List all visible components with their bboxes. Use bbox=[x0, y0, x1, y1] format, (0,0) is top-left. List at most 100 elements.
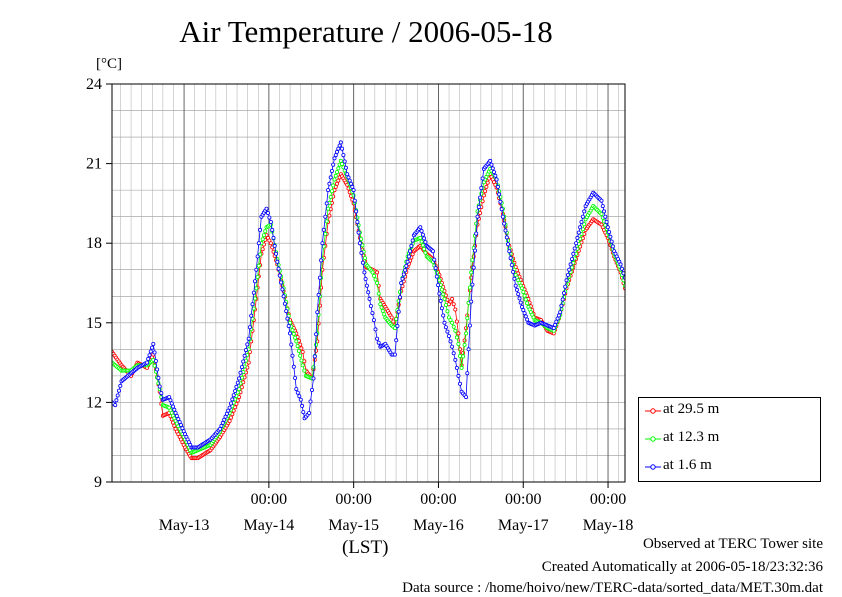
data-point bbox=[362, 256, 367, 261]
data-point bbox=[454, 365, 459, 370]
data-point bbox=[371, 318, 376, 323]
data-point bbox=[396, 309, 401, 314]
data-point bbox=[408, 249, 413, 254]
created-timestamp: Created Automatically at 2006-05-18/23:3… bbox=[541, 559, 823, 575]
data-point bbox=[298, 353, 303, 358]
data-point bbox=[302, 368, 307, 373]
data-point bbox=[346, 175, 351, 180]
data-point bbox=[405, 259, 410, 264]
x-time-label: 00:00 bbox=[251, 491, 287, 508]
data-point bbox=[523, 297, 528, 302]
legend-label-12-3m: at 12.3 m bbox=[663, 429, 720, 445]
data-point bbox=[168, 398, 173, 403]
data-point bbox=[478, 195, 483, 200]
data-point bbox=[341, 153, 346, 158]
data-point bbox=[437, 278, 442, 283]
data-point bbox=[373, 277, 378, 282]
data-point bbox=[230, 397, 235, 402]
data-point bbox=[334, 170, 339, 175]
data-point bbox=[420, 243, 425, 248]
data-point bbox=[580, 227, 585, 232]
data-point bbox=[457, 381, 462, 386]
data-point bbox=[442, 296, 447, 301]
data-point bbox=[372, 273, 377, 278]
data-point bbox=[516, 292, 521, 297]
data-point bbox=[603, 223, 608, 228]
data-point bbox=[285, 316, 290, 321]
data-point bbox=[401, 272, 406, 277]
data-point bbox=[521, 289, 526, 294]
data-point bbox=[356, 230, 361, 235]
data-point bbox=[279, 280, 284, 285]
data-point bbox=[300, 363, 305, 368]
legend: at 29.5 m at 12.3 m at 1.6 m bbox=[638, 397, 821, 482]
data-point bbox=[249, 313, 254, 318]
data-point bbox=[357, 241, 362, 246]
data-point bbox=[382, 312, 387, 317]
data-point bbox=[250, 302, 255, 307]
data-point bbox=[323, 214, 328, 219]
data-point bbox=[333, 153, 338, 158]
y-tick-label: 9 bbox=[94, 474, 102, 491]
series-12-3m bbox=[112, 158, 625, 455]
data-point bbox=[469, 270, 474, 275]
data-point bbox=[443, 325, 448, 330]
data-point bbox=[520, 304, 525, 309]
series-1-6m bbox=[112, 140, 625, 450]
data-point bbox=[338, 140, 343, 145]
data-point bbox=[567, 267, 572, 272]
plot-frame bbox=[111, 83, 626, 483]
data-point bbox=[469, 299, 474, 304]
data-point bbox=[368, 303, 373, 308]
data-point bbox=[462, 342, 467, 347]
data-point bbox=[582, 209, 587, 214]
data-point bbox=[450, 296, 455, 301]
data-point bbox=[276, 266, 281, 271]
data-point bbox=[406, 254, 411, 259]
legend-item-12-3m: at 12.3 m bbox=[639, 428, 819, 448]
data-point bbox=[446, 334, 451, 339]
y-tick-label: 15 bbox=[86, 315, 102, 332]
data-point bbox=[366, 290, 371, 295]
data-point bbox=[418, 235, 423, 240]
data-point bbox=[376, 340, 381, 345]
data-point bbox=[239, 365, 244, 370]
data-point bbox=[321, 244, 326, 249]
data-point bbox=[328, 175, 333, 180]
data-point bbox=[255, 254, 260, 259]
data-point bbox=[251, 290, 256, 295]
data-point bbox=[579, 219, 584, 224]
data-point bbox=[300, 349, 305, 354]
data-point bbox=[331, 162, 336, 167]
data-point bbox=[559, 303, 564, 308]
legend-swatch-12-3m bbox=[645, 436, 661, 442]
data-point bbox=[485, 180, 490, 185]
data-point bbox=[362, 270, 367, 275]
data-point bbox=[317, 275, 322, 280]
data-point bbox=[420, 232, 425, 237]
data-point bbox=[316, 292, 321, 297]
data-point bbox=[172, 407, 177, 412]
data-point bbox=[397, 295, 402, 300]
data-point bbox=[511, 269, 516, 274]
data-point bbox=[267, 215, 272, 220]
data-point bbox=[294, 339, 299, 344]
data-point bbox=[457, 353, 462, 358]
data-point bbox=[242, 353, 247, 358]
data-point bbox=[509, 262, 514, 267]
data-point bbox=[326, 206, 331, 211]
chart-title: Air Temperature / 2006-05-18 bbox=[179, 14, 553, 49]
x-time-label: 00:00 bbox=[590, 491, 626, 508]
data-point bbox=[376, 291, 381, 296]
data-point bbox=[298, 397, 303, 402]
grid bbox=[112, 84, 625, 482]
data-point bbox=[379, 305, 384, 310]
data-point bbox=[497, 192, 502, 197]
data-point bbox=[580, 214, 585, 219]
legend-item-29-5m: at 29.5 m bbox=[639, 400, 819, 420]
data-point bbox=[399, 280, 404, 285]
data-point bbox=[464, 395, 469, 400]
data-point bbox=[174, 413, 179, 418]
data-point bbox=[268, 219, 273, 224]
data-point bbox=[272, 243, 277, 248]
